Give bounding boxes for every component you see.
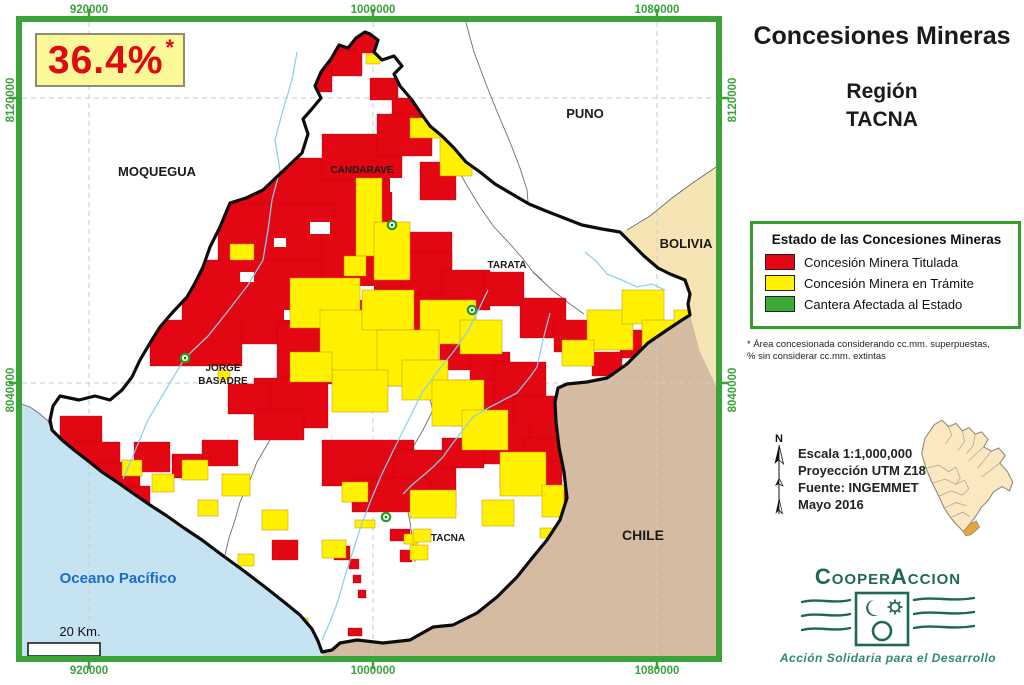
map-label: MOQUEGUA [118, 164, 197, 179]
page-title: Concesiones Mineras [753, 22, 1011, 50]
tacna-highlight [963, 520, 981, 537]
scale-bar [27, 642, 101, 657]
region-label: Región [846, 80, 918, 103]
map-label: CANDARAVE [330, 165, 393, 176]
scale-info: Escala 1:1,000,000 Proyección UTM Z18 Fu… [798, 446, 926, 512]
map-label: PUNO [566, 106, 604, 121]
axis-label: 1080000 [634, 4, 680, 16]
peru-inset-map [921, 419, 1014, 537]
region-name: TACNA [846, 108, 918, 131]
axis-label: 920000 [69, 4, 109, 16]
axis-label: 1000000 [350, 4, 396, 16]
map-label: JORGE [205, 363, 240, 374]
axis-label: 1000000 [350, 665, 396, 677]
axis-label: 8040000 [727, 367, 739, 413]
legend-item-cantera: Cantera Afectada al Estado [765, 296, 1008, 312]
map-label: CHILE [622, 527, 664, 543]
map-label: TARATA [488, 260, 527, 271]
percentage-badge: 36.4% * [35, 33, 185, 87]
legend-title: Estado de las Concesiones Mineras [771, 232, 1002, 247]
legend-item-titulada: Concesión Minera Titulada [765, 254, 1008, 270]
map-label: TACNA [431, 533, 465, 544]
map-label: BOLIVIA [660, 236, 713, 251]
svg-text:N: N [775, 433, 783, 445]
north-arrow-icon: N [774, 433, 785, 515]
bolivia-area [620, 165, 719, 394]
map-canvas: 20 Km. MOQUEGUA PUNO CANDARAVE TARATA BOLIVIA… [9, 9, 729, 669]
logo-mark-icon [800, 591, 976, 647]
axis-label: 8040000 [5, 367, 17, 413]
axis-label: 8120000 [5, 77, 17, 123]
logo-name: CooperAccion [814, 564, 962, 589]
scale-bar-label: 20 Km. [59, 624, 100, 639]
legend-item-tramite: Concesión Minera en Trámite [765, 275, 1008, 291]
map-label: BASADRE [198, 376, 248, 387]
chile-area [322, 315, 719, 660]
footnote: * Área concesionada considerando cc.mm. … [747, 339, 990, 362]
legend-swatch-yellow [765, 275, 795, 291]
legend-swatch-red [765, 254, 795, 270]
logo-tagline: Acción Solidaria para el Desarrollo [779, 651, 997, 665]
axis-label: 1080000 [634, 665, 680, 677]
map-frame [16, 16, 722, 662]
tacna-region-border [48, 30, 692, 654]
axis-label: 920000 [69, 665, 109, 677]
legend-box: Estado de las Concesiones Mineras Conces… [750, 221, 1021, 329]
percentage-asterisk: * [165, 35, 175, 60]
legend-swatch-green [765, 296, 795, 312]
percentage-value: 36.4% [47, 38, 164, 82]
axis-label: 8120000 [727, 77, 739, 123]
map-label: Oceano Pacífico [60, 570, 177, 587]
